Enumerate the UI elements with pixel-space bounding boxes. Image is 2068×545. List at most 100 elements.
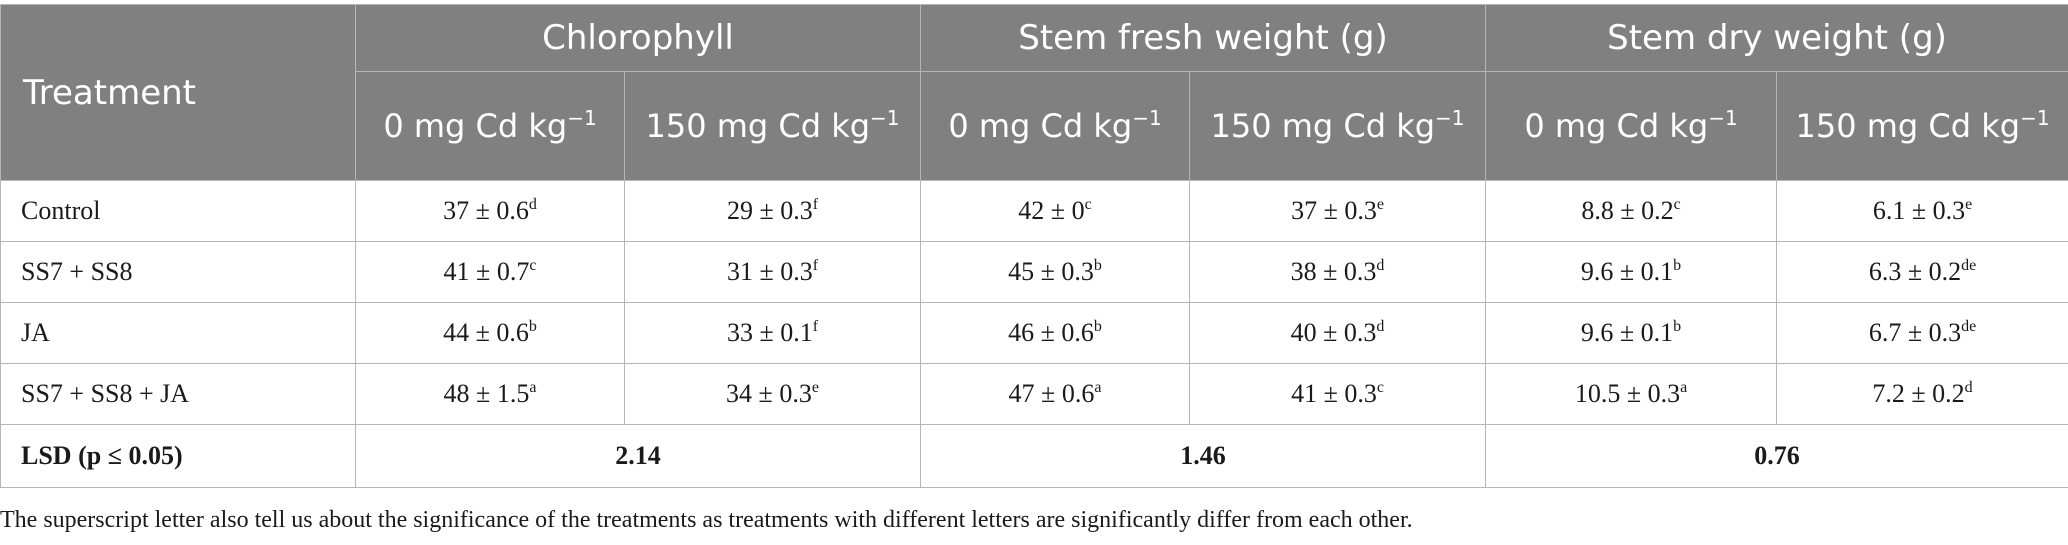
- significance-letter: de: [1961, 257, 1977, 274]
- significance-letter: f: [812, 318, 819, 335]
- unit-exponent: −1: [870, 106, 900, 130]
- significance-letter: c: [1376, 379, 1384, 396]
- value-cell: 38 ± 0.3d: [1188, 241, 1487, 303]
- table-row: JA 44 ± 0.6b 33 ± 0.1f 46 ± 0.6b 40 ± 0.3d 9.…: [0, 302, 2068, 364]
- value-cell: 9.6 ± 0.1b: [1485, 302, 1778, 364]
- value-cell: 29 ± 0.3f: [624, 180, 921, 242]
- mean-sd-value: 37 ± 0.3: [1291, 196, 1377, 225]
- treatment-cell: SS7 + SS8: [0, 241, 356, 303]
- mean-sd-value: 41 ± 0.3: [1291, 379, 1377, 408]
- significance-letter: a: [1094, 379, 1102, 396]
- value-cell: 44 ± 0.6b: [355, 302, 625, 364]
- lsd-row: LSD (p ≤ 0.05) 2.14 1.46 0.76: [0, 424, 2068, 488]
- subheader-low-cd: 0 mg Cd kg−1: [355, 71, 625, 181]
- mean-sd-value: 31 ± 0.3: [726, 257, 813, 286]
- significance-letter: c: [529, 257, 537, 274]
- subheader-low-cd: 0 mg Cd kg−1: [1485, 71, 1778, 181]
- subheader-high-cd: 150 mg Cd kg−1: [1188, 71, 1487, 181]
- subheader-label: 0 mg Cd kg: [948, 107, 1133, 145]
- subheader-high-cd: 150 mg Cd kg−1: [1776, 71, 2068, 181]
- data-table-container: Treatment Chlorophyll Stem fresh weight …: [0, 4, 2068, 488]
- table-row: SS7 + SS8 + JA 48 ± 1.5a 34 ± 0.3e 47 ± 0.6…: [0, 363, 2068, 425]
- unit-exponent: −1: [1708, 106, 1738, 130]
- mean-sd-value: 47 ± 0.6: [1008, 379, 1095, 408]
- value-cell: 9.6 ± 0.1b: [1485, 241, 1778, 303]
- group-header-stem-dry-weight: Stem dry weight (g): [1485, 4, 2068, 72]
- treatment-cell: SS7 + SS8 + JA: [0, 363, 356, 425]
- mean-sd-value: 8.8 ± 0.2: [1581, 196, 1674, 225]
- significance-letter: b: [1093, 257, 1102, 274]
- value-cell: 7.2 ± 0.2d: [1776, 363, 2068, 425]
- value-cell: 6.3 ± 0.2de: [1776, 241, 2068, 303]
- mean-sd-value: 44 ± 0.6: [443, 318, 529, 347]
- mean-sd-value: 42 ± 0: [1018, 196, 1085, 225]
- subheader-label: 150 mg Cd kg: [1210, 107, 1436, 145]
- value-cell: 10.5 ± 0.3a: [1485, 363, 1778, 425]
- mean-sd-value: 10.5 ± 0.3: [1574, 379, 1681, 408]
- subheader-low-cd: 0 mg Cd kg−1: [920, 71, 1190, 181]
- subheader-label: 150 mg Cd kg: [645, 107, 871, 145]
- mean-sd-value: 37 ± 0.6: [443, 196, 529, 225]
- mean-sd-value: 45 ± 0.3: [1008, 257, 1094, 286]
- value-cell: 47 ± 0.6a: [920, 363, 1190, 425]
- treatment-cell: JA: [0, 302, 356, 364]
- mean-sd-value: 7.2 ± 0.2: [1872, 379, 1965, 408]
- subheader-label: 0 mg Cd kg: [1524, 107, 1709, 145]
- significance-letter: d: [1376, 257, 1385, 274]
- value-cell: 37 ± 0.3e: [1188, 180, 1487, 242]
- subheader-high-cd: 150 mg Cd kg−1: [624, 71, 921, 181]
- significance-letter: de: [1961, 318, 1977, 335]
- treatment-column-header: Treatment: [0, 4, 356, 181]
- mean-sd-value: 34 ± 0.3: [726, 379, 812, 408]
- mean-sd-value: 48 ± 1.5: [443, 379, 530, 408]
- value-cell: 41 ± 0.7c: [355, 241, 625, 303]
- value-cell: 31 ± 0.3f: [624, 241, 921, 303]
- unit-exponent: −1: [1132, 106, 1162, 130]
- significance-letter: c: [1673, 196, 1681, 213]
- significance-letter: b: [1093, 318, 1102, 335]
- lsd-value: 2.14: [355, 424, 921, 488]
- unit-exponent: −1: [1435, 106, 1465, 130]
- significance-letter: a: [1680, 379, 1688, 396]
- group-header-stem-fresh-weight: Stem fresh weight (g): [919, 4, 1487, 72]
- subheader-label: 0 mg Cd kg: [383, 107, 568, 145]
- mean-sd-value: 6.1 ± 0.3: [1872, 196, 1966, 225]
- mean-sd-value: 40 ± 0.3: [1290, 318, 1377, 347]
- mean-sd-value: 6.3 ± 0.2: [1868, 257, 1962, 286]
- mean-sd-value: 46 ± 0.6: [1008, 318, 1094, 347]
- value-cell: 8.8 ± 0.2c: [1485, 180, 1778, 242]
- value-cell: 42 ± 0c: [920, 180, 1190, 242]
- significance-letter: d: [1376, 318, 1385, 335]
- significance-letter: e: [811, 379, 819, 396]
- table-footnote: The superscript letter also tell us abou…: [0, 507, 1413, 533]
- treatment-cell: Control: [0, 180, 356, 242]
- lsd-label: LSD (p ≤ 0.05): [0, 424, 356, 488]
- mean-sd-value: 9.6 ± 0.1: [1580, 257, 1674, 286]
- mean-sd-value: 29 ± 0.3: [726, 196, 813, 225]
- significance-letter: b: [528, 318, 537, 335]
- significance-letter: d: [528, 196, 537, 213]
- value-cell: 34 ± 0.3e: [624, 363, 921, 425]
- significance-letter: d: [1964, 379, 1973, 396]
- unit-exponent: −1: [567, 106, 597, 130]
- significance-letter: b: [1673, 257, 1682, 274]
- significance-letter: e: [1965, 196, 1973, 213]
- mean-sd-value: 38 ± 0.3: [1290, 257, 1377, 286]
- table-header: Treatment Chlorophyll Stem fresh weight …: [0, 4, 2068, 181]
- value-cell: 40 ± 0.3d: [1188, 302, 1487, 364]
- lsd-value: 0.76: [1485, 424, 2068, 488]
- value-cell: 48 ± 1.5a: [355, 363, 625, 425]
- table-row: SS7 + SS8 41 ± 0.7c 31 ± 0.3f 45 ± 0.3b 38 ±…: [0, 241, 2068, 303]
- significance-letter: f: [812, 196, 819, 213]
- results-table: Treatment Chlorophyll Stem fresh weight …: [0, 4, 2068, 488]
- value-cell: 6.7 ± 0.3de: [1776, 302, 2068, 364]
- significance-letter: e: [1376, 196, 1384, 213]
- value-cell: 37 ± 0.6d: [355, 180, 625, 242]
- significance-letter: a: [529, 379, 537, 396]
- lsd-value: 1.46: [919, 424, 1487, 488]
- value-cell: 45 ± 0.3b: [920, 241, 1190, 303]
- value-cell: 6.1 ± 0.3e: [1776, 180, 2068, 242]
- mean-sd-value: 6.7 ± 0.3: [1868, 318, 1962, 347]
- mean-sd-value: 41 ± 0.7: [443, 257, 530, 286]
- table-body: Control 37 ± 0.6d 29 ± 0.3f 42 ± 0c 37 ± 0.3…: [0, 180, 2068, 488]
